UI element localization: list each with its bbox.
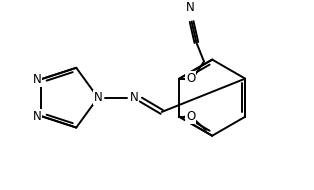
Text: N: N bbox=[186, 1, 195, 14]
Text: O: O bbox=[186, 72, 195, 85]
Text: N: N bbox=[32, 110, 41, 123]
Text: N: N bbox=[32, 73, 41, 86]
Text: O: O bbox=[186, 110, 195, 123]
Text: N: N bbox=[94, 91, 102, 104]
Text: N: N bbox=[130, 91, 138, 104]
